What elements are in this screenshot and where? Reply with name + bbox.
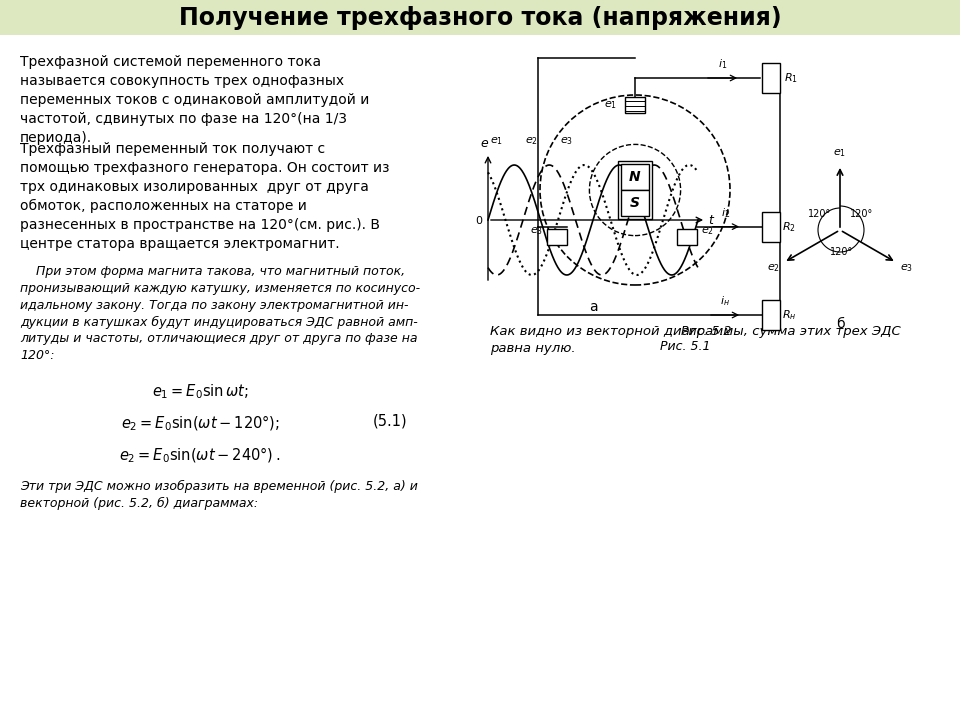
Text: $e_2$: $e_2$ [701,225,714,237]
Text: Получение трехфазного тока (напряжения): Получение трехфазного тока (напряжения) [179,6,781,30]
Text: $e_2$: $e_2$ [767,263,780,274]
Text: Рис. 5.2: Рис. 5.2 [682,325,732,338]
Text: б: б [836,317,844,331]
Text: $i_2$: $i_2$ [721,206,731,220]
Text: $e_1 = E_0 \sin \omega t;$: $e_1 = E_0 \sin \omega t;$ [152,382,249,401]
Text: $e_1$: $e_1$ [833,147,847,159]
Text: При этом форма магнита такова, что магнитный поток,
пронизывающий каждую катушку: При этом форма магнита такова, что магни… [20,265,420,362]
Text: $e_1$: $e_1$ [604,99,617,111]
Text: Трехфазной системой переменного тока
называется совокупность трех однофазных
пер: Трехфазной системой переменного тока наз… [20,55,370,145]
Bar [762,63,780,93]
Bar [547,229,567,245]
Text: Эти три ЭДС можно изобразить на временной (рис. 5.2, а) и
векторной (рис. 5.2, б: Эти три ЭДС можно изобразить на временно… [20,480,418,510]
Text: S: S [630,196,640,210]
Bar [677,229,697,245]
Text: $t$: $t$ [708,214,715,227]
Text: $e_2 = E_0 \sin(\omega t - 120°);$: $e_2 = E_0 \sin(\omega t - 120°);$ [121,414,279,433]
Bar [618,161,652,219]
Text: $R_н$: $R_н$ [782,308,797,322]
Text: (5.1): (5.1) [372,414,407,429]
Text: $e_2 = E_0 \sin(\omega t - 240°)\,.$: $e_2 = E_0 \sin(\omega t - 240°)\,.$ [119,446,280,465]
Bar [621,190,649,216]
Text: $R_2$: $R_2$ [782,220,796,233]
Text: $e_3$: $e_3$ [900,263,913,274]
Bar [762,300,780,330]
Text: 120°: 120° [851,209,874,219]
Text: $e_2$: $e_2$ [525,135,538,147]
Text: $e_3$: $e_3$ [560,135,573,147]
Text: Рис. 5.1: Рис. 5.1 [660,340,710,353]
Text: $R_1$: $R_1$ [784,71,798,85]
Bar [0,0,960,35]
Text: $e$: $e$ [480,137,490,150]
Text: $i_1$: $i_1$ [718,57,728,71]
Text: а: а [588,300,597,314]
Text: Трехфазный переменный ток получают с
помощью трехфазного генератора. Он состоит : Трехфазный переменный ток получают с пом… [20,142,390,251]
Bar [625,97,645,113]
Text: 120°: 120° [808,209,831,219]
Text: Как видно из векторной диаграммы, сумма этих трех ЭДС
равна нулю.: Как видно из векторной диаграммы, сумма … [490,325,900,355]
Bar [621,164,649,190]
Bar [762,212,780,242]
Text: 120°: 120° [830,247,853,257]
Text: $0$: $0$ [474,214,483,226]
Text: $e_1$: $e_1$ [490,135,503,147]
Text: N: N [629,170,641,184]
Text: $e_3$: $e_3$ [530,225,543,237]
Text: $i_н$: $i_н$ [720,294,730,308]
